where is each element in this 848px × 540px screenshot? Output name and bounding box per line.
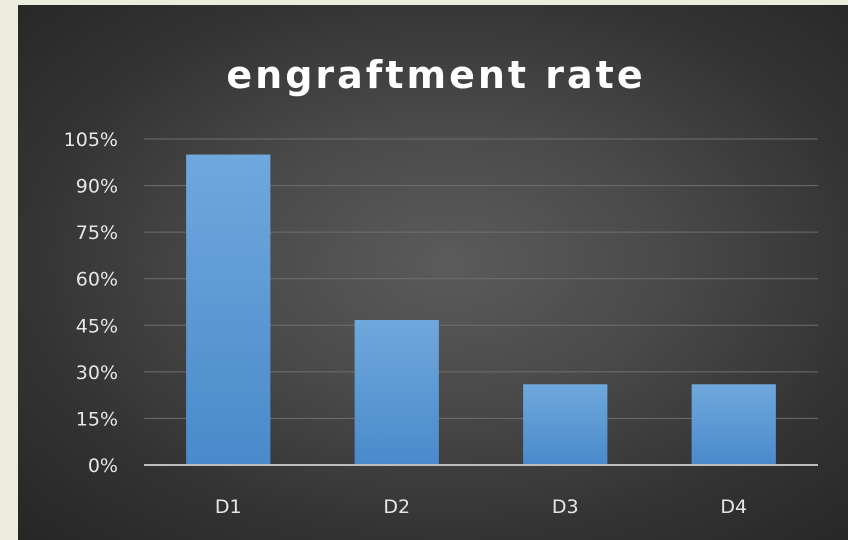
x-tick-label: D1: [215, 496, 242, 518]
y-tick-label: 15%: [76, 408, 118, 430]
x-tick-label: D4: [720, 496, 747, 518]
y-tick-label: 30%: [76, 362, 118, 384]
y-tick-label: 75%: [76, 222, 118, 244]
chart-title: engraftment rate: [226, 53, 645, 97]
x-axis-ticks: D1 D2 D3 D4: [215, 496, 747, 518]
chart-panel: engraftment rate 0% 15% 30% 45% 60% 75% 90% 105…: [18, 5, 848, 540]
bar-d1: [186, 154, 271, 465]
x-tick-label: D3: [552, 496, 579, 518]
y-tick-label: 90%: [76, 176, 118, 198]
bar-d3: [523, 384, 608, 465]
bar-chart: engraftment rate 0% 15% 30% 45% 60% 75% 90% 105…: [64, 53, 818, 518]
bar-d2: [354, 320, 439, 465]
bar-d4: [691, 384, 776, 465]
y-axis-ticks: 0% 15% 30% 45% 60% 75% 90% 105%: [64, 129, 118, 477]
y-tick-label: 60%: [76, 269, 118, 291]
y-tick-label: 0%: [88, 455, 118, 477]
y-tick-label: 45%: [76, 315, 118, 337]
bars: [186, 154, 776, 465]
y-tick-label: 105%: [64, 129, 118, 151]
x-tick-label: D2: [383, 496, 410, 518]
